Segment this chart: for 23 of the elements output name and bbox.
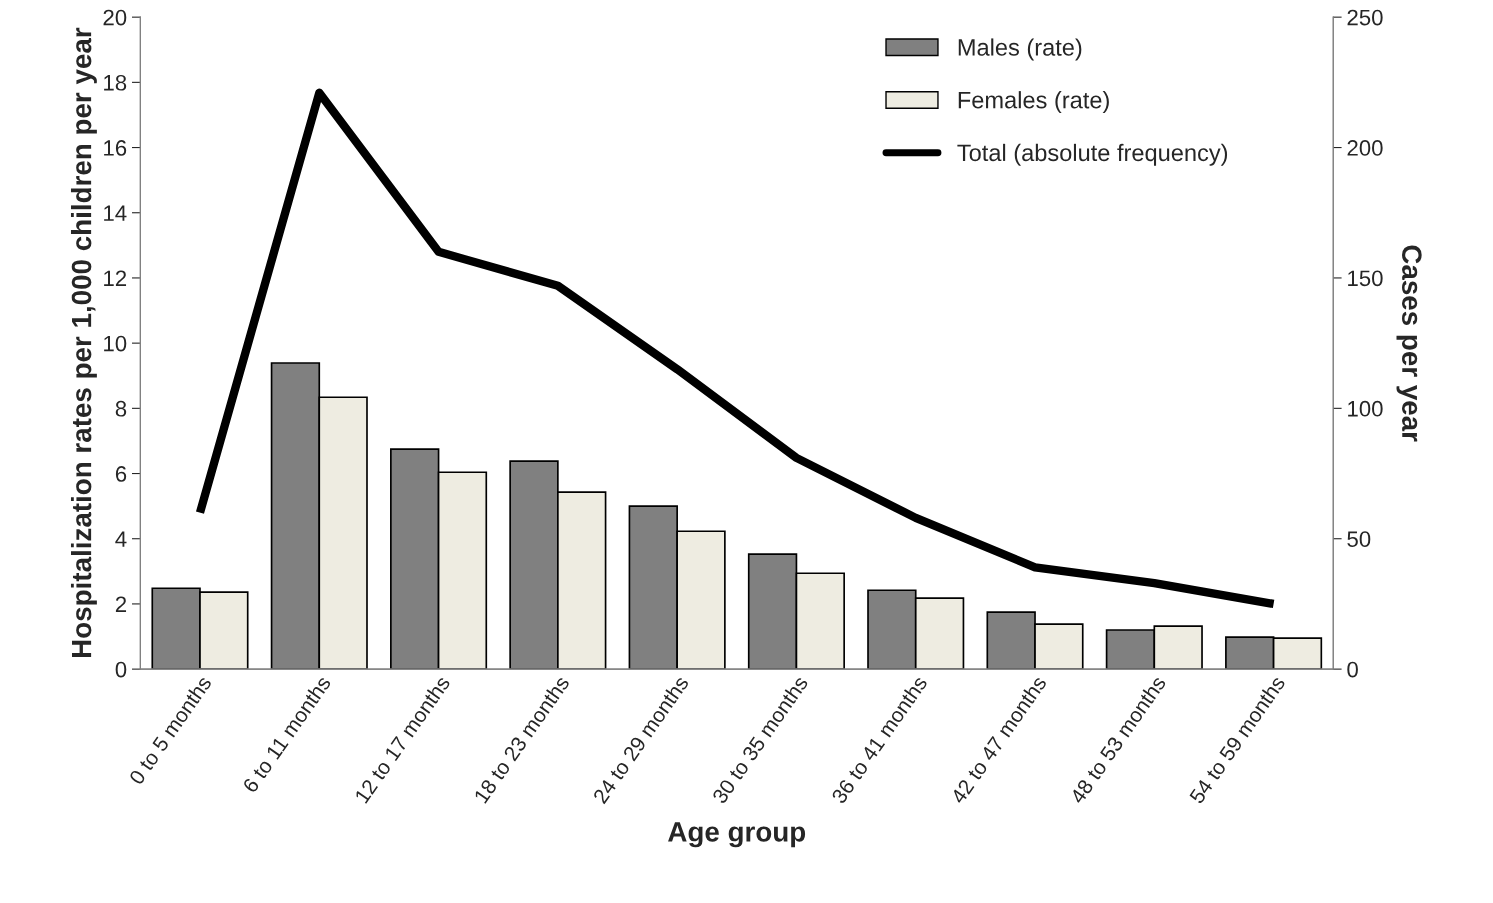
legend-label: Females (rate) bbox=[958, 91, 1109, 114]
y-tick-label: 12 bbox=[104, 270, 127, 286]
y-tick-label: 20 bbox=[103, 9, 127, 26]
y2-tick-label: 200 bbox=[1347, 140, 1383, 156]
y2-tick-label: 0 bbox=[1347, 661, 1358, 678]
y2-tick-label: 100 bbox=[1348, 400, 1383, 417]
y-tick-label: 10 bbox=[104, 335, 127, 352]
y-tick-label: 8 bbox=[115, 400, 127, 417]
y2-tick-label: 150 bbox=[1348, 270, 1383, 287]
y2-axis-title: Cases per year bbox=[1396, 245, 1422, 442]
y-tick-label: 0 bbox=[115, 661, 127, 678]
y-tick-label: 6 bbox=[115, 466, 127, 482]
legend-label: Males (rate) bbox=[958, 38, 1082, 61]
y-tick-label: 2 bbox=[115, 596, 127, 612]
y2-tick-label: 50 bbox=[1347, 531, 1371, 547]
y-tick-label: 14 bbox=[104, 205, 127, 221]
legend-label: Total (absolute frequency) bbox=[957, 143, 1228, 166]
y-tick-label: 18 bbox=[104, 74, 127, 91]
x-axis-title: Age group bbox=[668, 822, 806, 848]
y-tick-label: 4 bbox=[115, 531, 127, 547]
y-tick-label: 16 bbox=[104, 140, 127, 156]
y-axis-title: Hospitalization rates per 1,000 children per year bbox=[70, 27, 97, 657]
y2-tick-label: 250 bbox=[1347, 9, 1383, 26]
